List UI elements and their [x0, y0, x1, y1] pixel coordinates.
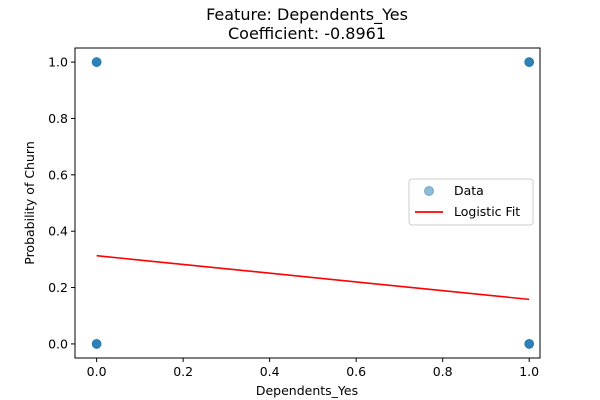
data-point: [91, 57, 102, 67]
x-tick-label: 1.0: [519, 364, 539, 379]
y-tick-label: 0.0: [48, 336, 68, 351]
data-point: [524, 57, 534, 67]
y-axis-ticks: 0.0 0.2 0.4 0.6 0.8 1.0: [48, 55, 75, 351]
y-tick-label: 0.6: [48, 167, 68, 182]
y-tick-label: 1.0: [48, 55, 68, 70]
x-tick-label: 0.6: [346, 364, 366, 379]
legend-data-label: Data: [454, 183, 484, 198]
data-point-marker: [91, 57, 102, 67]
y-tick-label: 0.2: [48, 280, 68, 295]
x-tick-label: 0.4: [260, 364, 280, 379]
legend-box: [408, 178, 534, 226]
logistic-fit-line: [96, 254, 530, 301]
x-axis-label: Dependents_Yes: [256, 383, 358, 398]
chart-subtitle: Coefficient: -0.8961: [228, 24, 386, 43]
legend: Data Logistic Fit: [408, 178, 534, 226]
x-axis-ticks: 0.0 0.2 0.4 0.6 0.8 1.0: [87, 358, 539, 379]
chart-title: Feature: Dependents_Yes: [206, 5, 408, 25]
plot-area: [91, 57, 534, 349]
data-point-marker: [91, 339, 102, 349]
y-tick-label: 0.8: [48, 111, 68, 126]
y-tick-label: 0.4: [48, 224, 68, 239]
y-axis-label: Probability of Churn: [22, 141, 37, 265]
axes-frame: [74, 47, 541, 359]
data-point-marker: [524, 57, 534, 67]
x-tick-label: 0.8: [433, 364, 453, 379]
x-tick-label: 0.2: [173, 364, 193, 379]
legend-data-marker: [424, 186, 434, 196]
x-tick-label: 0.0: [87, 364, 107, 379]
data-point: [524, 339, 534, 349]
data-point: [91, 339, 102, 349]
legend-fit-label: Logistic Fit: [454, 204, 520, 219]
data-point-marker: [524, 339, 534, 349]
